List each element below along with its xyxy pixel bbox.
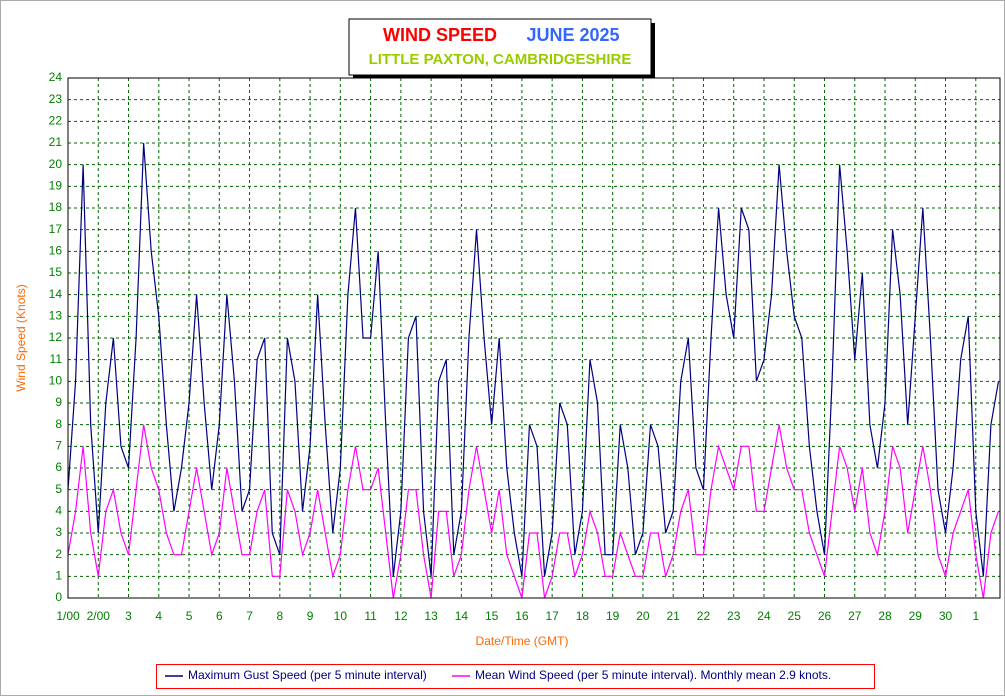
x-tick-label: 19 (606, 609, 620, 623)
y-tick-label: 10 (49, 374, 63, 388)
x-tick-label: 21 (667, 609, 681, 623)
y-tick-label: 19 (49, 179, 63, 193)
legend-label: Maximum Gust Speed (per 5 minute interva… (188, 668, 427, 682)
title-box (348, 18, 652, 76)
legend-label: Mean Wind Speed (per 5 minute interval).… (475, 668, 831, 682)
x-tick-label: 18 (576, 609, 590, 623)
x-tick-label: 1/00 (56, 609, 80, 623)
x-tick-label: 30 (939, 609, 953, 623)
y-tick-label: 20 (49, 157, 63, 171)
y-axis-label: Wind Speed (Knots) (14, 284, 28, 391)
y-tick-label: 17 (49, 222, 63, 236)
x-tick-label: 12 (394, 609, 408, 623)
x-tick-label: 9 (307, 609, 314, 623)
y-tick-label: 2 (55, 547, 62, 561)
y-tick-label: 14 (49, 287, 63, 301)
y-tick-label: 13 (49, 309, 63, 323)
y-tick-label: 9 (55, 395, 62, 409)
y-tick-label: 5 (55, 482, 62, 496)
x-tick-label: 22 (697, 609, 711, 623)
x-tick-label: 6 (216, 609, 223, 623)
x-tick-label: 5 (186, 609, 193, 623)
x-tick-label: 20 (636, 609, 650, 623)
x-tick-label: 14 (455, 609, 469, 623)
y-tick-label: 7 (55, 439, 62, 453)
y-tick-label: 11 (50, 352, 63, 366)
series-line (67, 142, 1000, 577)
y-tick-label: 23 (49, 92, 63, 106)
x-tick-label: 25 (788, 609, 802, 623)
y-tick-label: 24 (49, 70, 63, 84)
legend-box (156, 664, 875, 689)
x-tick-label: 4 (155, 609, 162, 623)
y-tick-label: 6 (55, 460, 62, 474)
x-tick-label: 1 (972, 609, 979, 623)
x-tick-label: 17 (545, 609, 559, 623)
x-tick-label: 3 (125, 609, 132, 623)
chart-subtitle: LITTLE PAXTON, CAMBRIDGESHIRE (369, 51, 632, 68)
x-tick-label: 7 (246, 609, 253, 623)
x-tick-label: 15 (485, 609, 499, 623)
x-tick-label: 26 (818, 609, 832, 623)
y-tick-label: 12 (49, 330, 63, 344)
x-tick-label: 11 (364, 609, 377, 623)
x-tick-label: 2/00 (87, 609, 111, 623)
x-axis-label: Date/Time (GMT) (476, 634, 569, 648)
x-tick-label: 23 (727, 609, 741, 623)
y-tick-label: 21 (49, 135, 63, 149)
y-tick-label: 4 (55, 504, 62, 518)
y-tick-label: 1 (55, 569, 62, 583)
x-tick-label: 24 (757, 609, 771, 623)
y-tick-label: 8 (55, 417, 62, 431)
series-line (67, 424, 1000, 599)
x-tick-label: 16 (515, 609, 529, 623)
chart-period: JUNE 2025 (526, 25, 619, 45)
y-tick-label: 22 (49, 114, 63, 128)
y-tick-label: 15 (49, 265, 63, 279)
y-tick-label: 0 (55, 590, 62, 604)
y-tick-label: 18 (49, 200, 63, 214)
x-tick-label: 8 (276, 609, 283, 623)
y-tick-label: 16 (49, 244, 63, 258)
plot-border (67, 77, 1001, 599)
y-tick-label: 3 (55, 525, 62, 539)
x-tick-label: 13 (424, 609, 438, 623)
x-tick-label: 27 (848, 609, 862, 623)
x-tick-label: 29 (909, 609, 923, 623)
x-tick-label: 28 (878, 609, 892, 623)
chart-title: WIND SPEED (383, 25, 497, 45)
x-tick-label: 10 (334, 609, 348, 623)
